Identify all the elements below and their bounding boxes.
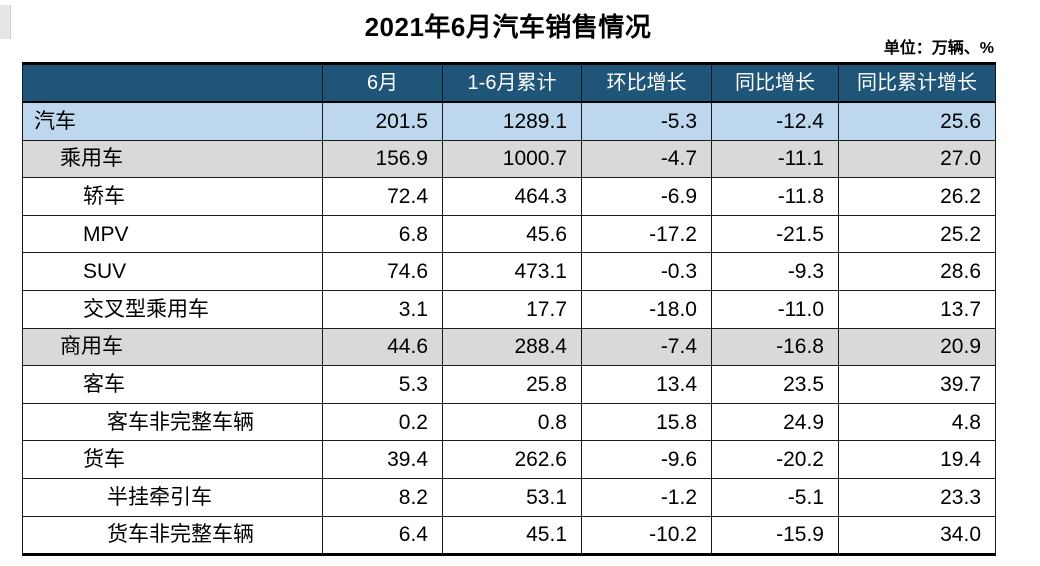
value-cell: 13.7 (838, 290, 995, 328)
value-cell: 45.1 (442, 516, 581, 554)
table-row: 货车 39.4 262.6 -9.6 -20.2 19.4 (23, 441, 995, 479)
value-cell: 0.8 (442, 403, 581, 441)
row-label-cell: 货车 (83, 448, 125, 472)
value-cell: 25.8 (442, 366, 581, 403)
value-cell: -11.8 (711, 178, 838, 215)
header-row: 6月 1-6月累计 环比增长 同比增长 同比累计增长 (23, 65, 995, 103)
table-row: 半挂牵引车 8.2 53.1 -1.2 -5.1 23.3 (23, 478, 995, 517)
row-label-cell: 半挂牵引车 (107, 485, 212, 509)
value-cell: 19.4 (838, 441, 995, 478)
value-cell: 74.6 (322, 253, 442, 290)
value-cell: 24.9 (711, 403, 838, 441)
table-row: 交叉型乘用车 3.1 17.7 -18.0 -11.0 13.7 (23, 290, 995, 329)
table-row: 商用车 44.6 288.4 -7.4 -16.8 20.9 (23, 328, 995, 367)
value-cell: -10.2 (581, 516, 711, 554)
value-cell: 39.4 (322, 441, 442, 478)
header-cell-4: 同比增长 (711, 65, 838, 101)
value-cell: 464.3 (442, 178, 581, 215)
header-cell-3: 环比增长 (581, 65, 711, 101)
value-cell: -11.0 (711, 290, 838, 328)
page-edge-artifact (0, 5, 11, 39)
row-label-cell: 商用车 (60, 335, 123, 359)
value-cell: 45.6 (442, 215, 581, 253)
value-cell: -17.2 (581, 215, 711, 253)
value-cell: 39.7 (838, 366, 995, 403)
row-label-cell: 乘用车 (60, 147, 123, 171)
value-cell: -7.4 (581, 328, 711, 366)
table-row: 客车非完整车辆 0.2 0.8 15.8 24.9 4.8 (23, 403, 995, 442)
header-cell-1: 6月 (322, 65, 442, 101)
value-cell: 53.1 (442, 478, 581, 516)
table-row: MPV 6.8 45.6 -17.2 -21.5 25.2 (23, 215, 995, 254)
value-cell: 8.2 (322, 478, 442, 516)
page-title: 2021年6月汽车销售情况 (364, 12, 652, 42)
value-cell: -5.1 (711, 478, 838, 516)
value-cell: -16.8 (711, 328, 838, 366)
value-cell: 4.8 (838, 403, 995, 441)
value-cell: 20.9 (838, 328, 995, 366)
value-cell: 1289.1 (442, 103, 581, 140)
value-cell: -9.3 (711, 253, 838, 290)
value-cell: -18.0 (581, 290, 711, 328)
value-cell: -6.9 (581, 178, 711, 215)
table-row: 乘用车 156.9 1000.7 -4.7 -11.1 27.0 (23, 140, 995, 179)
value-cell: 5.3 (322, 366, 442, 403)
value-cell: 262.6 (442, 441, 581, 478)
value-cell: 34.0 (838, 516, 995, 554)
value-cell: 288.4 (442, 328, 581, 366)
table-row: 轿车 72.4 464.3 -6.9 -11.8 26.2 (23, 178, 995, 216)
table-row: 货车非完整车辆 6.4 45.1 -10.2 -15.9 34.0 (23, 516, 995, 554)
value-cell: -21.5 (711, 215, 838, 253)
table-row: 汽车 201.5 1289.1 -5.3 -12.4 25.6 (23, 103, 995, 141)
value-cell: -9.6 (581, 441, 711, 478)
value-cell: 25.6 (838, 103, 995, 140)
table-row: SUV 74.6 473.1 -0.3 -9.3 28.6 (23, 253, 995, 291)
value-cell: 473.1 (442, 253, 581, 290)
value-cell: -20.2 (711, 441, 838, 478)
value-cell: 6.8 (322, 215, 442, 253)
value-cell: -15.9 (711, 516, 838, 554)
value-cell: 201.5 (322, 103, 442, 140)
value-cell: -12.4 (711, 103, 838, 140)
value-cell: 26.2 (838, 178, 995, 215)
row-label-cell: 交叉型乘用车 (83, 297, 209, 321)
value-cell: -5.3 (581, 103, 711, 140)
row-label-cell: 客车 (83, 372, 125, 396)
value-cell: 23.5 (711, 366, 838, 403)
row-label-cell: 轿车 (83, 184, 125, 208)
row-label-cell: SUV (83, 260, 127, 284)
value-cell: 28.6 (838, 253, 995, 290)
value-cell: 0.2 (322, 403, 442, 441)
value-cell: 13.4 (581, 366, 711, 403)
table-body: 汽车 201.5 1289.1 -5.3 -12.4 25.6 乘用车 156.9 1000.7… (23, 103, 995, 554)
value-cell: 3.1 (322, 290, 442, 328)
row-label-cell: 货车非完整车辆 (107, 523, 254, 547)
value-cell: -0.3 (581, 253, 711, 290)
value-cell: 25.2 (838, 215, 995, 253)
row-label-cell: 客车非完整车辆 (107, 410, 254, 434)
row-label-cell: 汽车 (34, 109, 76, 133)
value-cell: 156.9 (322, 140, 442, 178)
value-cell: 1000.7 (442, 140, 581, 178)
value-cell: -1.2 (581, 478, 711, 516)
header-cell-5: 同比累计增长 (838, 65, 995, 101)
value-cell: -4.7 (581, 140, 711, 178)
value-cell: -11.1 (711, 140, 838, 178)
sales-table: 6月 1-6月累计 环比增长 同比增长 同比累计增长 汽车 201.5 1289.1 -5.3… (22, 62, 996, 557)
value-cell: 72.4 (322, 178, 442, 215)
value-cell: 27.0 (838, 140, 995, 178)
unit-note: 单位：万辆、% (883, 40, 994, 57)
header-cell-2: 1-6月累计 (442, 65, 581, 101)
value-cell: 44.6 (322, 328, 442, 366)
row-label-cell: MPV (83, 222, 129, 246)
table-row: 客车 5.3 25.8 13.4 23.5 39.7 (23, 366, 995, 404)
value-cell: 23.3 (838, 478, 995, 516)
value-cell: 17.7 (442, 290, 581, 328)
value-cell: 6.4 (322, 516, 442, 554)
value-cell: 15.8 (581, 403, 711, 441)
header-cell-category (23, 65, 322, 101)
